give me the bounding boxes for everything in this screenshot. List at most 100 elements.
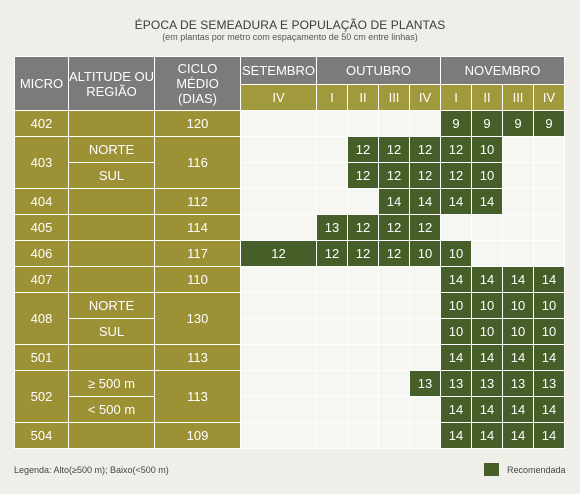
recommended-cell: 13: [316, 214, 348, 241]
empty-cell: [316, 266, 348, 293]
empty-cell: [347, 318, 379, 345]
sowing-table: MICRO ALTITUDE OU REGIÃO CICLO MÉDIO (DI…: [14, 56, 565, 449]
ciclo-cell: 114: [154, 214, 241, 241]
recommended-cell: 14: [471, 266, 503, 293]
recommended-cell: 12: [316, 240, 348, 267]
period-header: I: [440, 84, 472, 111]
empty-cell: [347, 266, 379, 293]
recommended-cell: 13: [471, 370, 503, 397]
recommended-cell: 14: [378, 188, 410, 215]
recommended-cell: 10: [533, 318, 565, 345]
period-header: II: [347, 84, 379, 111]
table-row: 504 109 14 14 14 14: [14, 422, 565, 449]
period-header: II: [471, 84, 503, 111]
recommended-cell: 14: [440, 266, 472, 293]
table-row: SUL 10 10 10 10: [15, 318, 565, 345]
legend-swatch-recommended: [484, 463, 499, 476]
micro-cell: 406: [14, 240, 69, 267]
empty-cell: [316, 422, 348, 449]
header-month-outubro: OUTUBRO: [316, 56, 441, 85]
empty-cell: [440, 214, 472, 241]
period-header: IV: [533, 84, 565, 111]
recommended-cell: 10: [440, 292, 472, 319]
micro-cell: 405: [14, 214, 69, 241]
micro-cell: 501: [14, 344, 69, 371]
empty-cell: [240, 110, 317, 137]
recommended-cell: 10: [440, 240, 472, 267]
table-row: 407 110 14 14 14 14: [14, 266, 565, 293]
empty-cell: [347, 396, 379, 423]
empty-cell: [471, 240, 503, 267]
recommended-cell: 14: [533, 422, 565, 449]
empty-cell: [240, 292, 317, 319]
recommended-cell: 10: [502, 318, 534, 345]
table-row: 502 ≥ 500 m 113 13 13 13 13 13: [14, 370, 565, 423]
region-cell: [68, 240, 155, 267]
empty-cell: [378, 318, 410, 345]
empty-cell: [378, 396, 410, 423]
ciclo-cell: 130: [154, 292, 241, 345]
empty-cell: [378, 292, 410, 319]
recommended-cell: 13: [440, 370, 472, 397]
empty-cell: [533, 214, 565, 241]
recommended-cell: 14: [440, 344, 472, 371]
period-header: IV: [409, 84, 441, 111]
recommended-cell: 14: [502, 344, 534, 371]
recommended-cell: 12: [378, 136, 410, 163]
empty-cell: [409, 344, 441, 371]
micro-cell: 404: [14, 188, 69, 215]
region-cell: SUL: [68, 318, 155, 345]
empty-cell: [240, 266, 317, 293]
recommended-cell: 14: [440, 188, 472, 215]
recommended-cell: 12: [440, 162, 472, 189]
empty-cell: [502, 240, 534, 267]
empty-cell: [347, 370, 379, 397]
recommended-cell: 9: [502, 110, 534, 137]
table-row: 406 117 12 12 12 12 10 10: [14, 240, 565, 267]
table-row: 403 NORTE 116 12 12 12 12 10: [14, 136, 565, 189]
recommended-cell: 12: [378, 240, 410, 267]
recommended-cell: 14: [409, 188, 441, 215]
legend-note: Legenda: Alto(≥500 m); Baixo(<500 m): [14, 465, 169, 475]
recommended-cell: 13: [502, 370, 534, 397]
empty-cell: [409, 318, 441, 345]
table-row: 402 120 9 9 9 9: [14, 110, 565, 137]
empty-cell: [316, 344, 348, 371]
recommended-cell: 9: [440, 110, 472, 137]
recommended-cell: 13: [409, 370, 441, 397]
header-ciclo: CICLO MÉDIO (DIAS): [154, 56, 241, 111]
empty-cell: [240, 162, 317, 189]
region-cell: [68, 344, 155, 371]
empty-cell: [378, 266, 410, 293]
empty-cell: [502, 162, 534, 189]
recommended-cell: 12: [409, 162, 441, 189]
empty-cell: [240, 422, 317, 449]
empty-cell: [378, 422, 410, 449]
recommended-cell: 14: [502, 396, 534, 423]
recommended-cell: 9: [471, 110, 503, 137]
period-header: III: [378, 84, 410, 111]
empty-cell: [533, 162, 565, 189]
micro-cell: 407: [14, 266, 69, 293]
recommended-cell: 12: [378, 162, 410, 189]
empty-cell: [240, 396, 317, 423]
page-subtitle: (em plantas por metro com espaçamento de…: [162, 32, 418, 42]
recommended-cell: 10: [533, 292, 565, 319]
recommended-cell: 14: [471, 188, 503, 215]
empty-cell: [409, 396, 441, 423]
recommended-cell: 14: [440, 396, 472, 423]
ciclo-cell: 120: [154, 110, 241, 137]
empty-cell: [378, 370, 410, 397]
region-cell: [68, 422, 155, 449]
recommended-cell: 12: [347, 240, 379, 267]
recommended-cell: 10: [471, 136, 503, 163]
recommended-cell: 9: [533, 110, 565, 137]
table-row: 405 114 13 12 12 12: [14, 214, 565, 241]
recommended-cell: 10: [409, 240, 441, 267]
empty-cell: [316, 292, 348, 319]
recommended-cell: 10: [471, 292, 503, 319]
empty-cell: [533, 188, 565, 215]
recommended-cell: 14: [471, 344, 503, 371]
recommended-cell: 14: [471, 422, 503, 449]
recommended-cell: 10: [471, 162, 503, 189]
